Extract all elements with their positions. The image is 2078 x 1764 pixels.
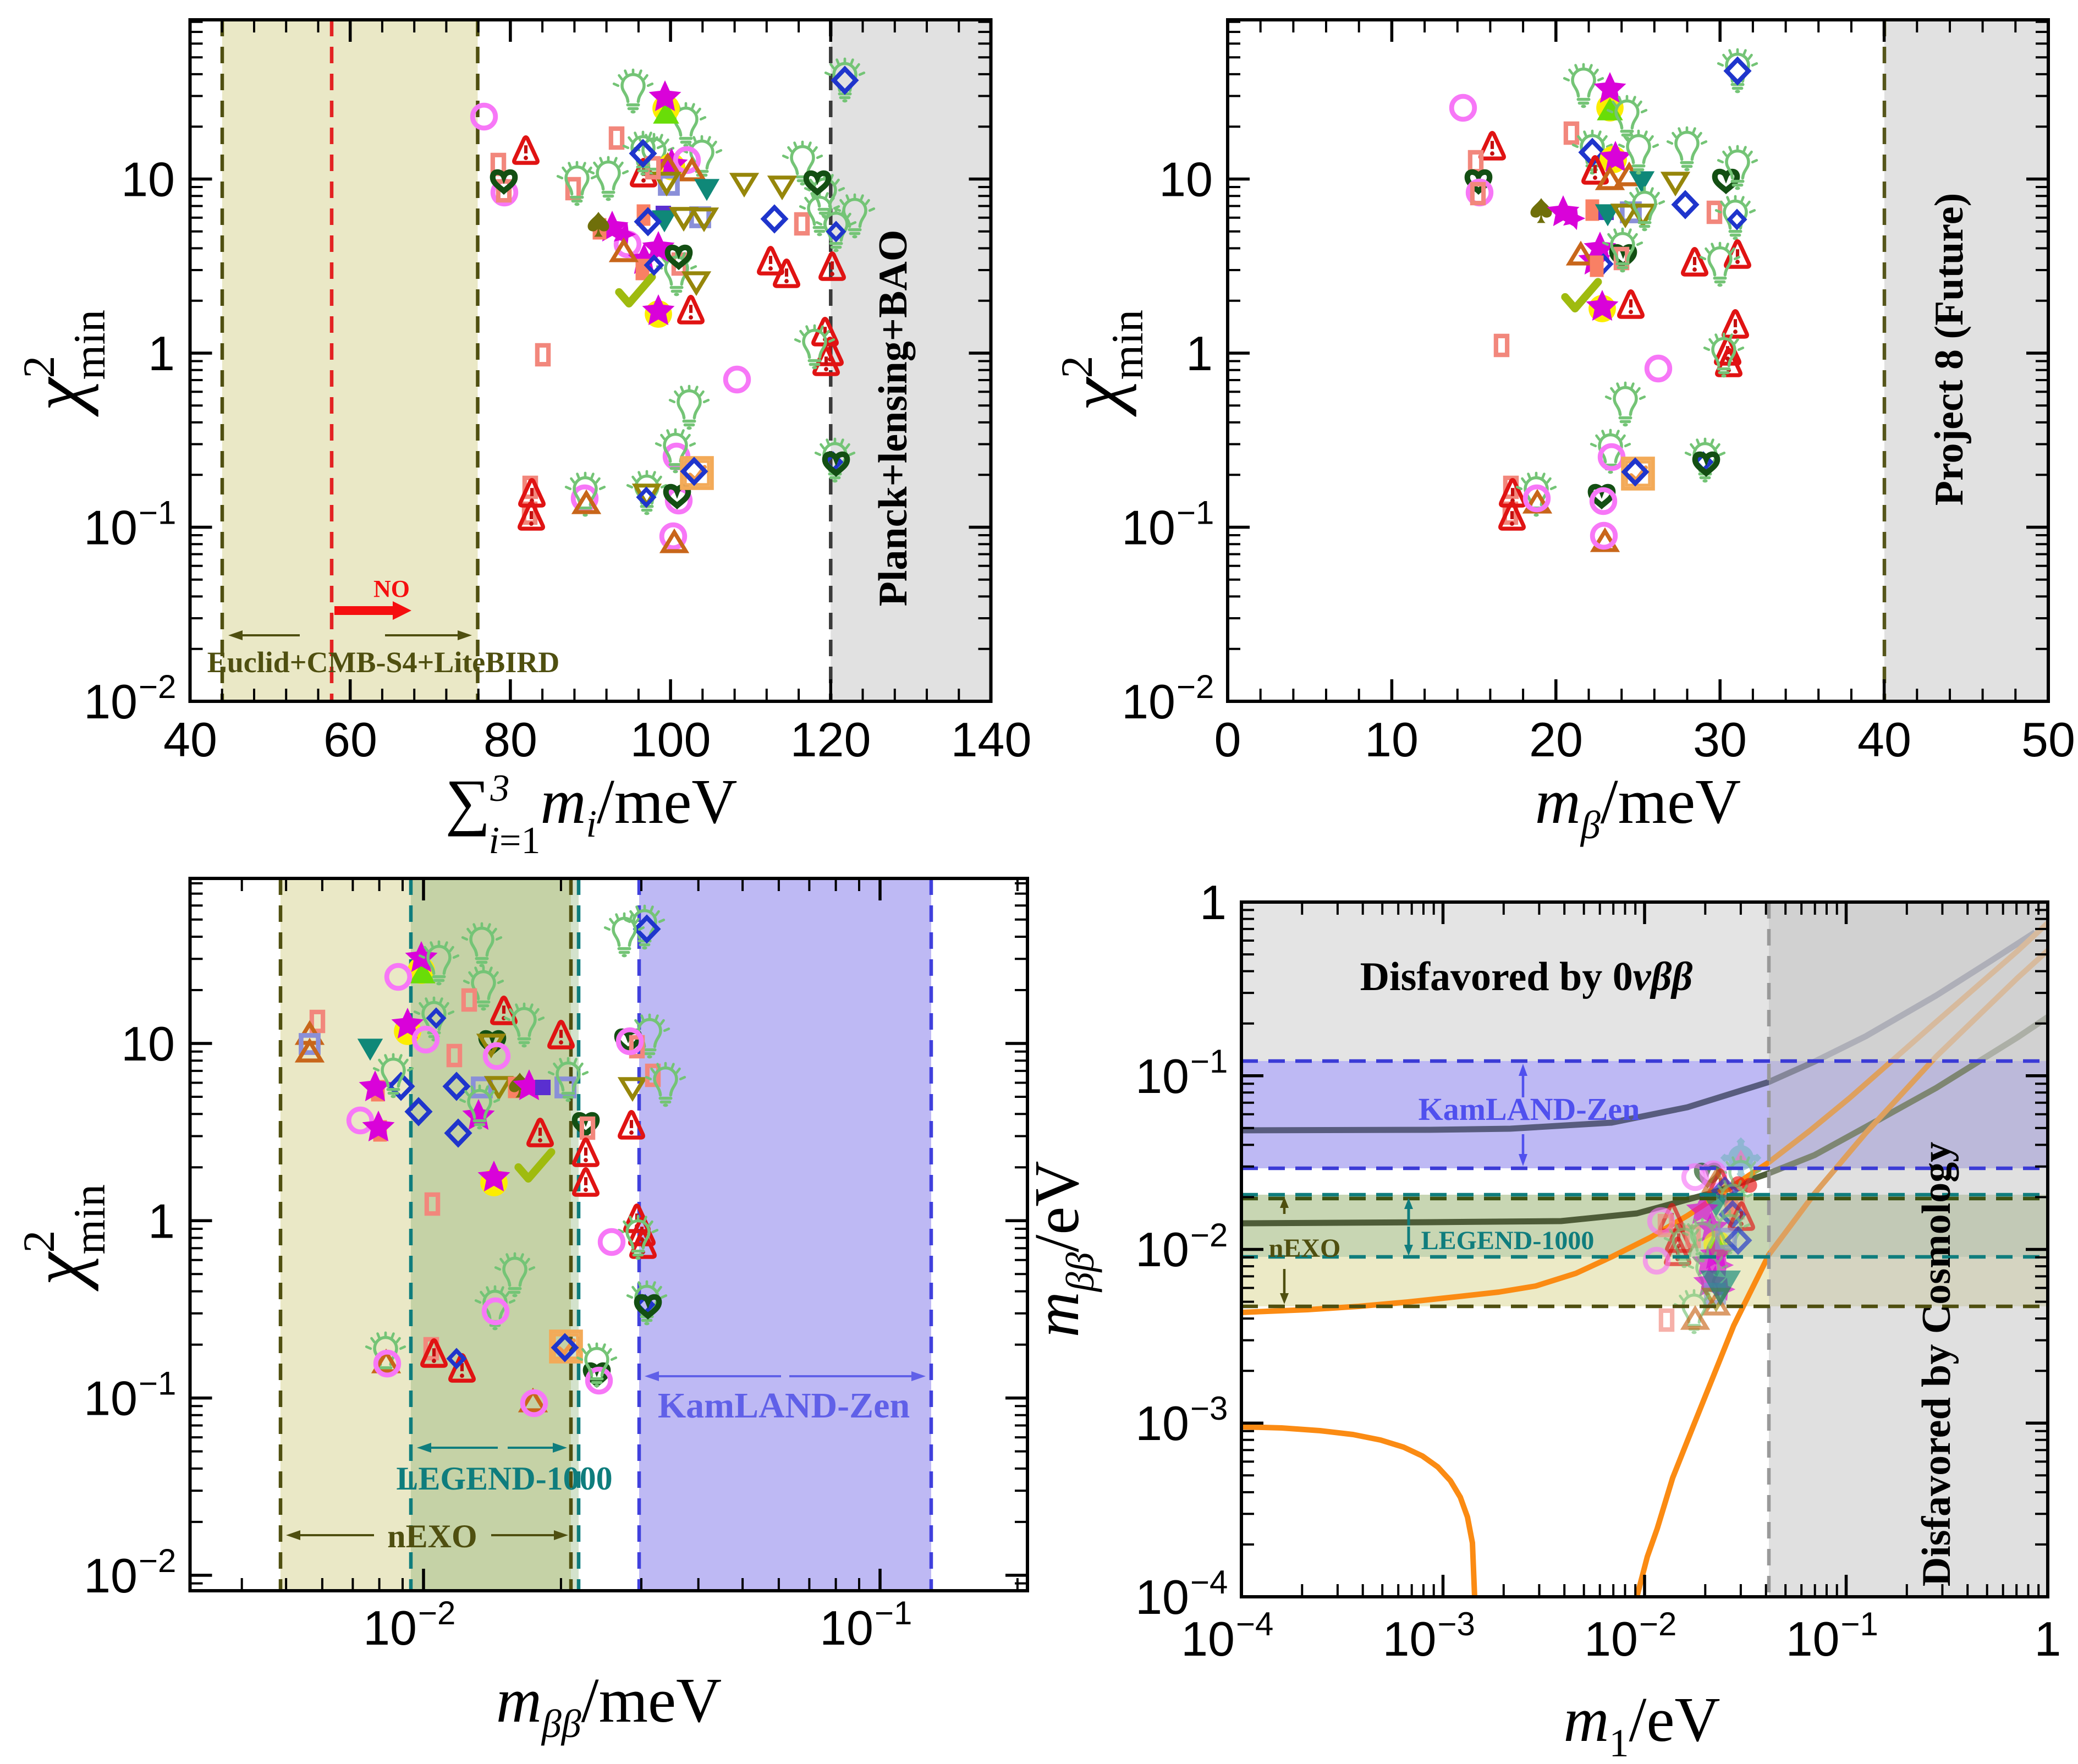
svg-text:mββ/eV: mββ/eV (1022, 1161, 1102, 1338)
svg-text:mββ/meV: mββ/meV (496, 1666, 722, 1746)
svg-text:−1: −1 (139, 494, 176, 531)
svg-text:10: 10 (1159, 152, 1213, 207)
svg-text:Project 8 (Future): Project 8 (Future) (1927, 193, 1972, 505)
svg-text:10: 10 (84, 501, 138, 555)
svg-text:80: 80 (483, 712, 537, 767)
svg-text:10: 10 (1135, 1570, 1189, 1624)
svg-text:Disfavored by Cosmology: Disfavored by Cosmology (1914, 1142, 1959, 1587)
svg-text:10: 10 (820, 1601, 873, 1655)
svg-text:10: 10 (1122, 674, 1175, 729)
svg-text:10: 10 (1135, 1396, 1189, 1450)
svg-text:−2: −2 (1177, 668, 1214, 705)
svg-text:0: 0 (1214, 712, 1241, 767)
svg-text:40: 40 (1857, 712, 1911, 767)
svg-text:−1: −1 (139, 1365, 176, 1402)
svg-text:10: 10 (84, 1548, 138, 1603)
svg-text:20: 20 (1529, 712, 1583, 767)
svg-text:−1: −1 (1190, 1043, 1228, 1080)
svg-text:−2: −2 (139, 1542, 176, 1579)
svg-text:10: 10 (1365, 712, 1419, 767)
svg-text:1: 1 (1200, 875, 1227, 930)
svg-text:10: 10 (1584, 1612, 1638, 1666)
svg-text:50: 50 (2021, 712, 2075, 767)
svg-text:−2: −2 (1190, 1217, 1228, 1254)
svg-text:−2: −2 (139, 668, 176, 705)
svg-text:10: 10 (84, 1371, 138, 1426)
svg-text:mβ/meV: mβ/meV (1535, 767, 1741, 847)
svg-text:10: 10 (1135, 1049, 1189, 1103)
svg-text:LEGEND-1000: LEGEND-1000 (1421, 1226, 1595, 1255)
svg-text:10: 10 (1383, 1612, 1437, 1666)
svg-text:m1/eV: m1/eV (1563, 1685, 1720, 1764)
svg-text:30: 30 (1693, 712, 1747, 767)
svg-text:10: 10 (1122, 501, 1175, 555)
svg-text:120: 120 (790, 712, 871, 767)
svg-text:1: 1 (1186, 326, 1213, 381)
svg-text:KamLAND-Zen: KamLAND-Zen (658, 1386, 910, 1426)
svg-text:40: 40 (163, 712, 217, 767)
svg-text:10: 10 (363, 1601, 417, 1655)
svg-text:LEGEND-1000: LEGEND-1000 (396, 1460, 612, 1497)
svg-text:∑3i=1mi/meV: ∑3 i=1mi/meV (446, 767, 738, 862)
svg-text:Euclid+CMB-S4+LiteBIRD: Euclid+CMB-S4+LiteBIRD (207, 646, 560, 679)
svg-text:−1: −1 (1177, 494, 1214, 531)
svg-text:−3: −3 (1438, 1606, 1475, 1642)
svg-text:10: 10 (1135, 1222, 1189, 1277)
svg-text:100: 100 (630, 712, 711, 767)
svg-text:nEXO: nEXO (387, 1518, 477, 1554)
svg-text:−1: −1 (1841, 1606, 1878, 1642)
svg-text:Planck+lensing+BAO: Planck+lensing+BAO (871, 230, 916, 607)
svg-text:KamLAND-Zen: KamLAND-Zen (1419, 1091, 1640, 1127)
svg-text:140: 140 (951, 712, 1032, 767)
svg-text:1: 1 (2035, 1612, 2061, 1666)
svg-text:NO: NO (373, 575, 410, 602)
svg-text:−1: −1 (875, 1595, 912, 1631)
svg-text:60: 60 (323, 712, 377, 767)
svg-text:10: 10 (121, 1016, 175, 1071)
svg-text:nEXO: nEXO (1269, 1234, 1341, 1263)
svg-text:Disfavored by 0νββ: Disfavored by 0νββ (1360, 954, 1693, 999)
svg-text:1: 1 (148, 1194, 175, 1248)
svg-text:10: 10 (1181, 1612, 1235, 1666)
svg-text:10: 10 (1786, 1612, 1840, 1666)
svg-text:−4: −4 (1190, 1564, 1228, 1601)
svg-text:1: 1 (148, 326, 175, 381)
svg-text:10: 10 (121, 152, 175, 207)
svg-text:−4: −4 (1236, 1606, 1273, 1642)
svg-text:10: 10 (84, 674, 138, 729)
svg-text:−2: −2 (1639, 1606, 1676, 1642)
svg-text:−2: −2 (418, 1595, 455, 1631)
svg-text:−3: −3 (1190, 1390, 1228, 1427)
